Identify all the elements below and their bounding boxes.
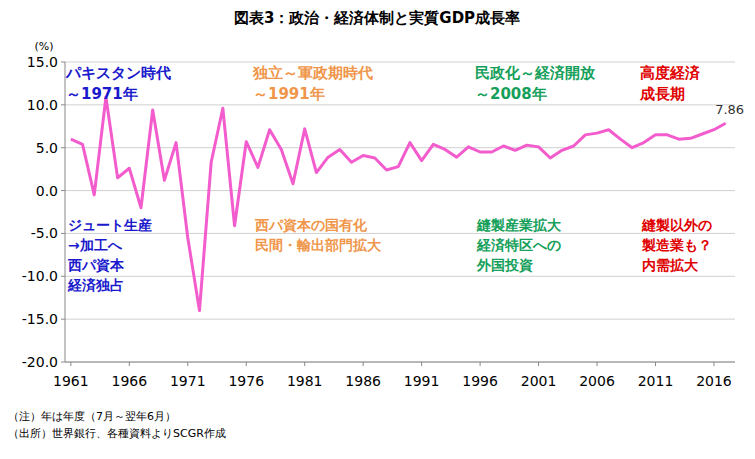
era-note: 経済独占	[67, 277, 124, 293]
era-note: 製造業も？	[641, 237, 712, 253]
growth-line	[71, 97, 726, 310]
y-tick	[61, 104, 65, 105]
x-tick-label: 2016	[696, 373, 732, 389]
footnote: （注）年は年度（7月～翌年6月）	[8, 410, 176, 423]
y-tick	[61, 319, 65, 320]
x-tick-label: 1961	[53, 373, 89, 389]
x-tick	[538, 362, 539, 366]
era-note: 民間・輸出部門拡大	[255, 237, 382, 253]
x-tick-label: 1981	[287, 373, 323, 389]
era-period: 成長期	[639, 85, 685, 103]
y-tick	[61, 62, 65, 63]
y-tick-label: -5.0	[31, 225, 58, 241]
x-tick	[421, 362, 422, 366]
y-tick	[61, 362, 65, 363]
x-tick-label: 2001	[521, 373, 557, 389]
y-tick-label: -20.0	[22, 354, 58, 370]
grid-line	[65, 190, 735, 191]
x-tick	[363, 362, 364, 366]
era-note: 縫製産業拡大	[476, 217, 562, 233]
grid-line	[65, 276, 735, 277]
y-tick-label: 0.0	[36, 183, 58, 199]
x-tick-label: 1966	[111, 373, 147, 389]
era-note: 縫製以外の	[641, 217, 712, 233]
x-tick	[480, 362, 481, 366]
era-period: 民政化～経済開放	[475, 64, 596, 82]
x-tick-label: 2011	[638, 373, 674, 389]
grid-line	[65, 104, 735, 105]
background	[0, 0, 755, 459]
era-period: 高度経済	[640, 64, 701, 82]
title: 図表3：政治・経済体制と実質GDP成長率	[234, 9, 520, 27]
y-tick-label: 15.0	[27, 54, 58, 70]
x-tick	[597, 362, 598, 366]
x-tick	[713, 362, 714, 366]
era-period: パキスタン時代	[65, 64, 171, 82]
footnote: （出所）世界銀行、各種資料よりSCGR作成	[8, 427, 226, 440]
x-tick	[187, 362, 188, 366]
era-note: ジュート生産	[68, 217, 152, 233]
grid-line	[65, 362, 735, 363]
grid-line	[65, 319, 735, 320]
x-tick-label: 2006	[579, 373, 615, 389]
data-label: 7.86	[715, 102, 744, 117]
y-tick	[61, 147, 65, 148]
x-axis	[65, 362, 735, 363]
x-tick	[129, 362, 130, 366]
era-note: →加工へ	[68, 237, 123, 253]
grid-line	[65, 62, 735, 63]
y-tick	[61, 276, 65, 277]
era-note: 外国投資	[476, 257, 533, 273]
era-note: 西パ資本の国有化	[254, 217, 368, 233]
x-tick-label: 1971	[170, 373, 206, 389]
y-tick-label: -15.0	[22, 311, 58, 327]
x-tick-label: 1991	[404, 373, 440, 389]
x-tick-label: 1996	[462, 373, 498, 389]
x-tick	[246, 362, 247, 366]
era-period: ～1991年	[253, 85, 325, 103]
y-tick	[61, 233, 65, 234]
era-period: ～1971年	[66, 85, 138, 103]
era-note: 西パ資本	[67, 257, 125, 273]
x-tick	[70, 362, 71, 366]
era-note: 内需拡大	[642, 257, 699, 273]
y-tick	[61, 190, 65, 191]
era-period: ～2008年	[475, 85, 547, 103]
y-unit: (%)	[34, 40, 53, 53]
x-tick-label: 1986	[345, 373, 381, 389]
chart: 図表3：政治・経済体制と実質GDP成長率 (%) -20.0 -15.0 -10.0 -5…	[0, 0, 755, 459]
y-axis	[65, 62, 66, 362]
era-note: 経済特区への	[476, 237, 561, 253]
era-period: 独立～軍政期時代	[252, 64, 373, 82]
y-tick-label: 10.0	[27, 97, 58, 113]
y-tick-label: 5.0	[36, 140, 58, 156]
y-tick-label: -10.0	[22, 268, 58, 284]
x-tick	[304, 362, 305, 366]
x-tick-label: 1976	[228, 373, 264, 389]
x-tick	[655, 362, 656, 366]
plot-area	[71, 97, 726, 310]
grid-line	[65, 233, 735, 234]
